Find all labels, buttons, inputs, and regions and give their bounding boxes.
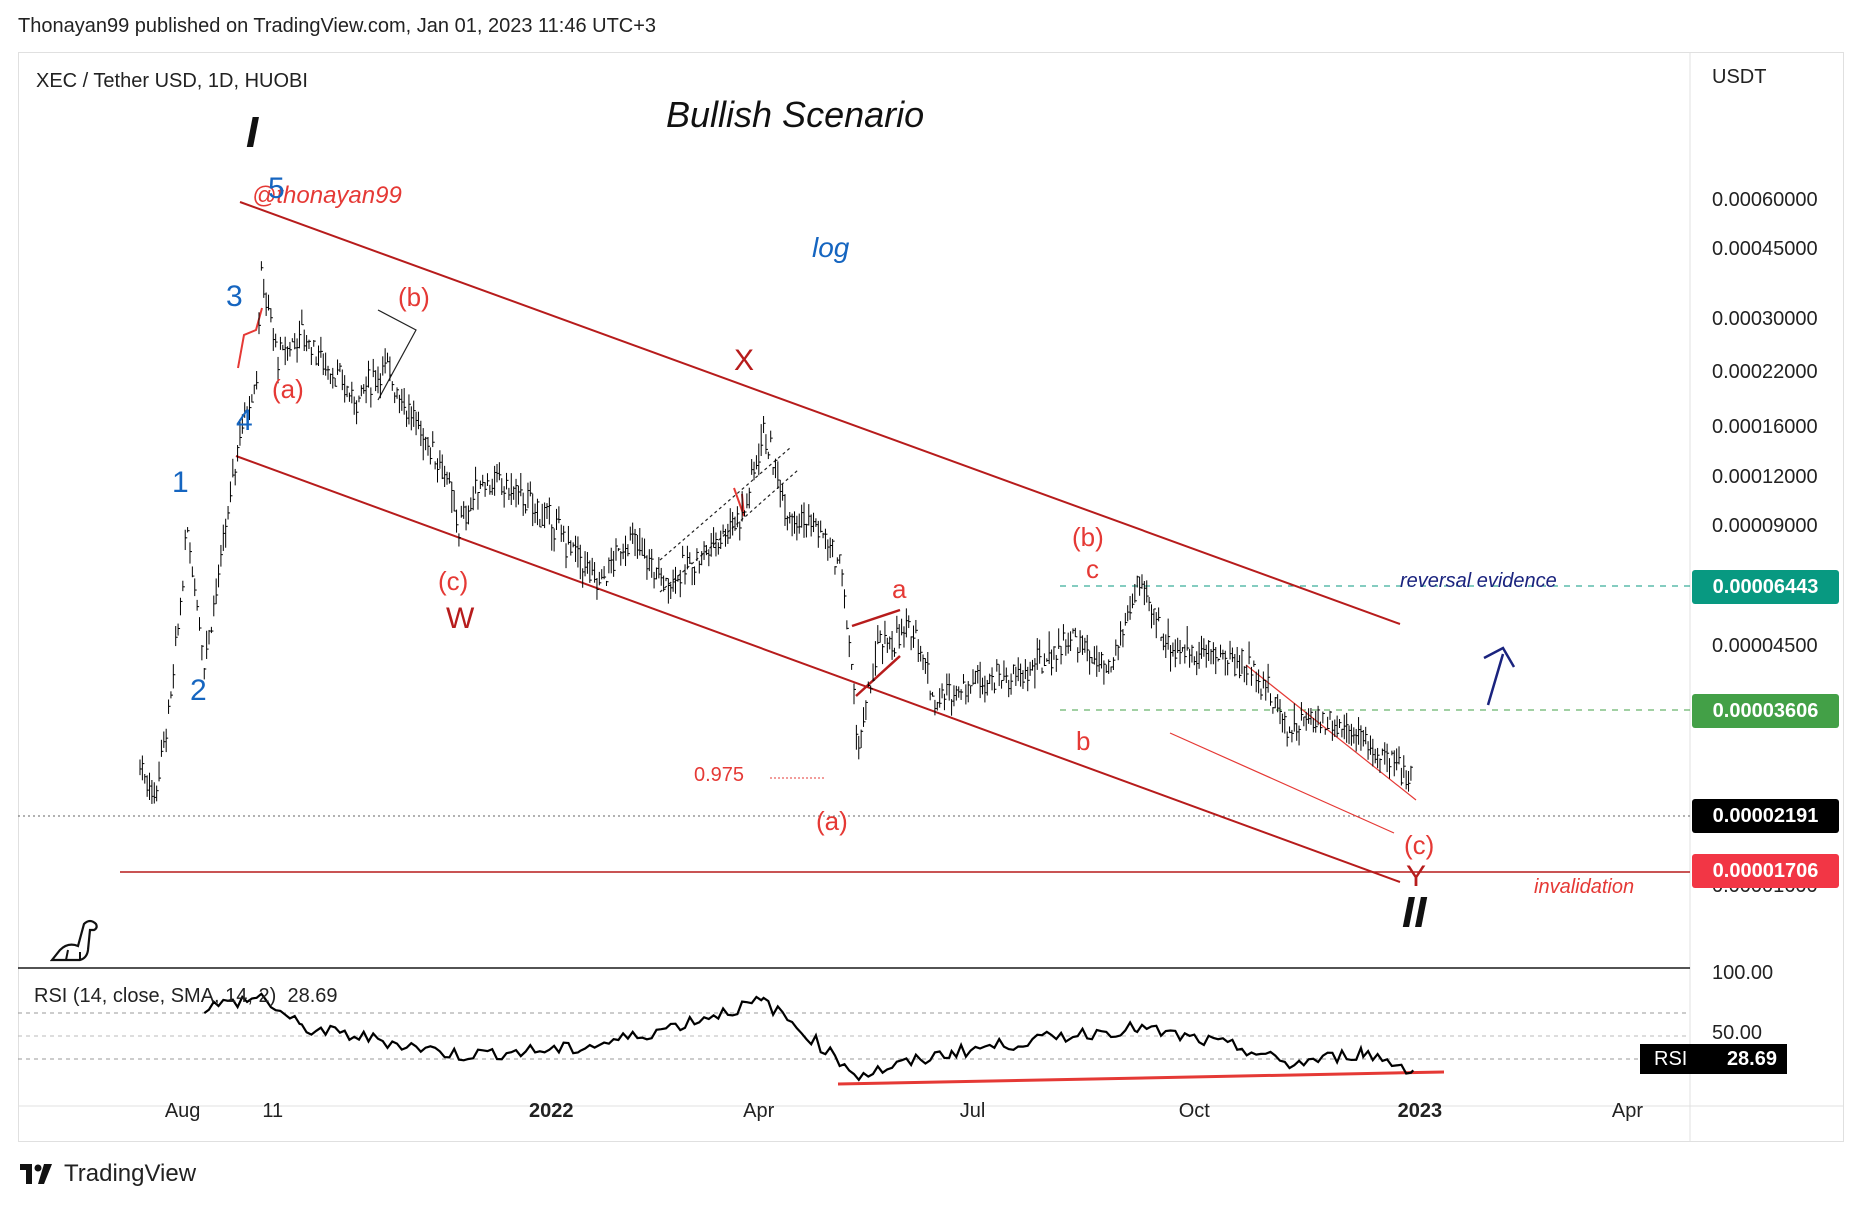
price-tick: 0.00045000 — [1712, 238, 1818, 261]
price-tick: 0.00009000 — [1712, 515, 1818, 538]
log-note: log — [812, 232, 850, 263]
wave-a1-label: (a) — [272, 374, 304, 404]
currency-label: USDT — [1712, 66, 1767, 88]
price-tick: 0.00016000 — [1712, 416, 1818, 439]
candles-group — [139, 261, 1413, 804]
invalidation-label: invalidation — [1534, 876, 1635, 898]
wave-c-small-label: c — [1086, 554, 1099, 584]
badge-reversal: 0.00006443 — [1692, 570, 1839, 604]
badge-current-price: 0.00002191 — [1692, 799, 1839, 833]
flag-a-upper — [851, 608, 901, 628]
chart-frame — [18, 52, 1844, 1142]
channel-x-lower — [659, 447, 791, 561]
publish-header: Thonayan99 published on TradingView.com,… — [18, 15, 657, 37]
wave-c2-label: (c) — [1404, 830, 1435, 860]
wave-a2-label: (a) — [816, 806, 848, 836]
wave-2-label: 2 — [190, 674, 207, 707]
price-tick: 0.00060000 — [1712, 188, 1818, 211]
up-arrow-shaft — [1486, 653, 1505, 706]
price-tick: 0.00012000 — [1712, 465, 1818, 488]
wave-1-label: 1 — [172, 466, 189, 499]
price-tick: 0.00004500 — [1712, 634, 1818, 657]
rsi-divergence-line — [837, 1070, 1445, 1086]
channel-x-upper — [659, 469, 799, 593]
wave-b1-label: (b) — [398, 282, 430, 312]
wave-b2-label: (b) — [1072, 522, 1104, 552]
wedge-upper-line — [1245, 664, 1417, 801]
up-arrow-head — [1483, 646, 1516, 668]
channel-upper-line — [239, 201, 1401, 625]
wave-W-label: W — [446, 602, 475, 635]
wave-5-label: 5 — [268, 172, 285, 205]
dinosaur-logo-icon — [50, 919, 98, 962]
rsi-line — [203, 992, 1415, 1082]
time-tick: Apr — [743, 1100, 775, 1122]
rsi-level-100: 100.00 — [1712, 962, 1774, 984]
tradingview-brand-label: TradingView — [64, 1160, 197, 1187]
wave-I-label: I — [246, 108, 259, 157]
price-tick: 0.00022000 — [1712, 361, 1818, 384]
rsi-value-tag: RSI 28.69 — [1640, 1044, 1787, 1074]
badge-target: 0.00003606 — [1692, 694, 1839, 728]
symbol-label[interactable]: XEC / Tether USD, 1D, HUOBI — [36, 70, 308, 92]
reversal-evidence-label: reversal evidence — [1400, 570, 1557, 592]
wave-4-marker — [237, 307, 263, 369]
time-tick: 11 — [262, 1100, 284, 1122]
time-tick: Aug — [164, 1100, 201, 1122]
badge-invalidation: 0.00001706 — [1692, 854, 1839, 888]
wave-b-small-label: b — [1076, 726, 1091, 756]
wave-x-marker — [733, 487, 745, 517]
wedge-lower-line — [1169, 732, 1395, 834]
flag-a-lower — [855, 655, 901, 697]
time-tick: Jul — [959, 1100, 986, 1122]
time-tick: Apr — [1611, 1100, 1643, 1122]
price-tick: 0.00030000 — [1712, 307, 1818, 330]
wave-X-label: X — [734, 344, 755, 377]
author-handle: @thonayan99 — [252, 182, 402, 209]
chart-title: Bullish Scenario — [666, 94, 925, 135]
time-tick: 2022 — [528, 1100, 574, 1122]
tradingview-brand[interactable]: TradingView — [20, 1160, 196, 1188]
fib-label: 0.975 — [694, 764, 745, 786]
channel-lower-line — [235, 455, 1401, 883]
wave-a-small-label: a — [892, 574, 907, 604]
wave-Y-label: Y — [1406, 860, 1427, 893]
wave-3-label: 3 — [226, 280, 243, 313]
wave-4-label: 4 — [236, 404, 253, 437]
wave-c1-label: (c) — [438, 566, 469, 596]
wave-II-label: II — [1402, 888, 1427, 937]
rsi-label: RSI (14, close, SMA, 14, 2) 28.69 — [34, 985, 338, 1007]
time-tick: Oct — [1178, 1100, 1210, 1122]
triangle-b-lines — [377, 309, 417, 401]
time-tick: 2023 — [1397, 1100, 1443, 1122]
rsi-level-50: 50.00 — [1712, 1022, 1763, 1044]
tradingview-logo-icon — [20, 1164, 52, 1184]
